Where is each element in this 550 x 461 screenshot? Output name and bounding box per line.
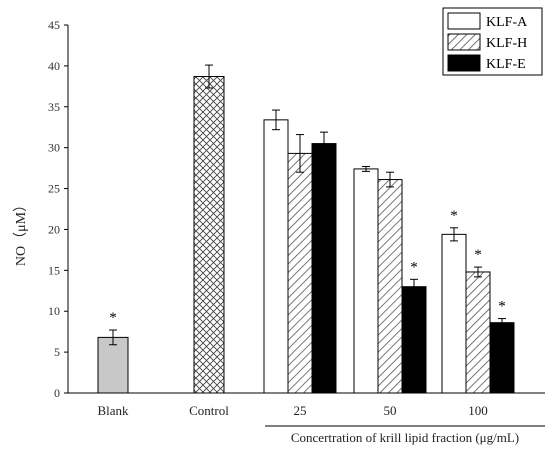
x-tick-label: Control xyxy=(189,403,229,418)
y-tick-label: 35 xyxy=(48,100,60,114)
bar-klf-a-100 xyxy=(441,233,467,394)
bar-control xyxy=(193,76,225,394)
bar-klf-e-50 xyxy=(401,286,427,394)
x-tick-label: 100 xyxy=(468,403,488,418)
y-tick-label: 10 xyxy=(48,304,60,318)
legend-label-klf-a: KLF-A xyxy=(486,15,528,30)
legend-label-klf-h: KLF-H xyxy=(486,36,527,51)
y-tick-label: 45 xyxy=(48,18,60,32)
bar-klf-e-25 xyxy=(311,143,337,394)
bar-klf-h-100 xyxy=(465,271,491,394)
y-tick-label: 25 xyxy=(48,182,60,196)
bar-klf-a-50 xyxy=(353,168,379,394)
legend-swatch-klf-e xyxy=(447,54,481,72)
significance-marker: * xyxy=(498,299,506,315)
y-tick-label: 20 xyxy=(48,222,60,236)
legend-label-klf-e: KLF-E xyxy=(486,57,526,72)
y-tick-label: 40 xyxy=(48,59,60,73)
bar-klf-h-25 xyxy=(287,152,313,394)
bar-blank xyxy=(97,336,129,394)
significance-marker: * xyxy=(474,247,482,263)
y-tick-label: 15 xyxy=(48,263,60,277)
significance-marker: * xyxy=(410,259,418,275)
significance-marker: * xyxy=(109,310,117,326)
bar-klf-a-25 xyxy=(263,119,289,394)
x-tick-label: Blank xyxy=(97,403,129,418)
y-tick-label: 30 xyxy=(48,141,60,155)
significance-marker: * xyxy=(450,208,458,224)
bar-klf-h-50 xyxy=(377,179,403,394)
y-tick-label: 0 xyxy=(54,386,60,400)
legend-swatch-klf-h xyxy=(447,33,481,51)
x-tick-label: 25 xyxy=(294,403,307,418)
legend-swatch-klf-a xyxy=(447,12,481,30)
y-axis-title: NO（μM） xyxy=(13,198,29,266)
x-tick-label: 50 xyxy=(384,403,397,418)
x-axis-title: Concertration of krill lipid fraction (μ… xyxy=(291,430,519,445)
bar-klf-e-100 xyxy=(489,322,515,394)
y-tick-label: 5 xyxy=(54,345,60,359)
